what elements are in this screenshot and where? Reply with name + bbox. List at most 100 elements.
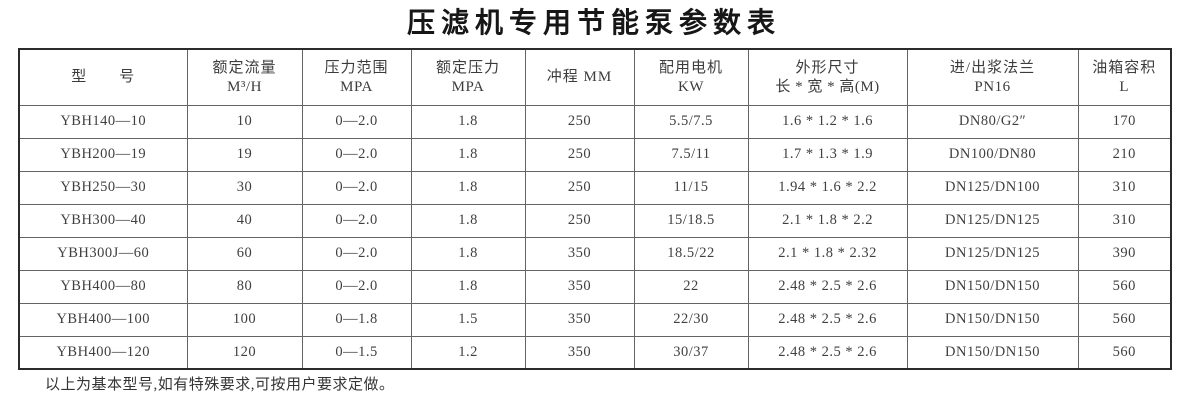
table-row: YBH250—30 30 0—2.0 1.8 250 11/15 1.94 * … — [18, 170, 1172, 205]
cell-flange: DN125/DN125 — [906, 236, 1079, 271]
cell-dimensions: 1.94 * 1.6 * 2.2 — [747, 170, 908, 205]
cell-rated-pressure: 1.8 — [410, 236, 526, 271]
cell-stroke: 250 — [524, 203, 635, 238]
cell-rated-flow: 80 — [186, 269, 303, 304]
cell-tank-volume: 560 — [1077, 269, 1172, 304]
cell-flange: DN150/DN150 — [906, 302, 1079, 337]
table-row: YBH200—19 19 0—2.0 1.8 250 7.5/11 1.7 * … — [18, 137, 1172, 172]
cell-model: YBH400—100 — [18, 302, 188, 337]
column-header-stroke: 冲程 MM — [524, 48, 635, 106]
cell-rated-pressure: 1.8 — [410, 170, 526, 205]
table-row: YBH400—120 120 0—1.5 1.2 350 30/37 2.48 … — [18, 335, 1172, 370]
cell-stroke: 350 — [524, 302, 635, 337]
header-line1: 压力范围 — [324, 59, 389, 76]
header-line1: 配用电机 — [658, 59, 723, 76]
cell-motor: 11/15 — [633, 170, 749, 205]
cell-motor: 5.5/7.5 — [633, 104, 749, 139]
page-title: 压滤机专用节能泵参数表 — [406, 7, 781, 38]
header-line1: 额定流量 — [212, 59, 277, 76]
header-line2: KW — [678, 78, 704, 95]
cell-stroke: 350 — [524, 236, 635, 271]
cell-model: YBH250—30 — [18, 170, 188, 205]
cell-rated-pressure: 1.8 — [410, 203, 526, 238]
header-line1: 型 号 — [71, 69, 136, 86]
cell-tank-volume: 310 — [1077, 170, 1172, 205]
cell-rated-flow: 10 — [186, 104, 303, 139]
cell-tank-volume: 560 — [1077, 335, 1172, 370]
cell-pressure-range: 0—2.0 — [301, 269, 412, 304]
cell-stroke: 250 — [524, 137, 635, 172]
table-header-row: 型 号 额定流量 M³/H 压力范围 MPA 额定压力 MPA 冲程 MM — [18, 48, 1172, 106]
column-header-dimensions: 外形尺寸 长 * 宽 * 高(M) — [747, 48, 908, 106]
header-line1: 进/出浆法兰 — [949, 59, 1036, 76]
table-row: YBH400—100 100 0—1.8 1.5 350 22/30 2.48 … — [18, 302, 1172, 337]
cell-pressure-range: 0—2.0 — [301, 137, 412, 172]
cell-model: YBH140—10 — [18, 104, 188, 139]
cell-tank-volume: 560 — [1077, 302, 1172, 337]
cell-model: YBH400—80 — [18, 269, 188, 304]
cell-rated-flow: 60 — [186, 236, 303, 271]
column-header-flange: 进/出浆法兰 PN16 — [906, 48, 1079, 106]
cell-motor: 15/18.5 — [633, 203, 749, 238]
cell-stroke: 250 — [524, 104, 635, 139]
cell-model: YBH400—120 — [18, 335, 188, 370]
cell-dimensions: 1.6 * 1.2 * 1.6 — [747, 104, 908, 139]
parameters-table: 型 号 额定流量 M³/H 压力范围 MPA 额定压力 MPA 冲程 MM — [18, 48, 1172, 370]
cell-pressure-range: 0—2.0 — [301, 236, 412, 271]
column-header-tank-volume: 油箱容积 L — [1077, 48, 1172, 106]
cell-rated-pressure: 1.2 — [410, 335, 526, 370]
column-header-rated-pressure: 额定压力 MPA — [410, 48, 526, 106]
table-row: YBH300—40 40 0—2.0 1.8 250 15/18.5 2.1 *… — [18, 203, 1172, 238]
cell-pressure-range: 0—2.0 — [301, 170, 412, 205]
table-row: YBH400—80 80 0—2.0 1.8 350 22 2.48 * 2.5… — [18, 269, 1172, 304]
cell-rated-flow: 30 — [186, 170, 303, 205]
header-line2: PN16 — [974, 78, 1011, 95]
cell-flange: DN125/DN125 — [906, 203, 1079, 238]
header-line1: 冲程 MM — [546, 69, 613, 86]
column-header-rated-flow: 额定流量 M³/H — [186, 48, 303, 106]
table-row: YBH300J—60 60 0—2.0 1.8 350 18.5/22 2.1 … — [18, 236, 1172, 271]
cell-tank-volume: 170 — [1077, 104, 1172, 139]
cell-tank-volume: 390 — [1077, 236, 1172, 271]
cell-model: YBH300—40 — [18, 203, 188, 238]
cell-rated-pressure: 1.5 — [410, 302, 526, 337]
column-header-motor: 配用电机 KW — [633, 48, 749, 106]
cell-flange: DN100/DN80 — [906, 137, 1079, 172]
cell-pressure-range: 0—1.8 — [301, 302, 412, 337]
cell-dimensions: 1.7 * 1.3 * 1.9 — [747, 137, 908, 172]
header-line2: MPA — [340, 78, 373, 95]
cell-dimensions: 2.1 * 1.8 * 2.2 — [747, 203, 908, 238]
cell-motor: 22/30 — [633, 302, 749, 337]
cell-stroke: 250 — [524, 170, 635, 205]
cell-rated-flow: 100 — [186, 302, 303, 337]
cell-pressure-range: 0—1.5 — [301, 335, 412, 370]
header-line2: 长 * 宽 * 高(M) — [775, 78, 880, 95]
cell-dimensions: 2.48 * 2.5 * 2.6 — [747, 269, 908, 304]
table-row: YBH140—10 10 0—2.0 1.8 250 5.5/7.5 1.6 *… — [18, 104, 1172, 139]
header-line1: 外形尺寸 — [795, 59, 860, 76]
cell-stroke: 350 — [524, 335, 635, 370]
cell-rated-flow: 120 — [186, 335, 303, 370]
cell-dimensions: 2.1 * 1.8 * 2.32 — [747, 236, 908, 271]
header-line1: 额定压力 — [435, 59, 500, 76]
cell-rated-flow: 19 — [186, 137, 303, 172]
cell-dimensions: 2.48 * 2.5 * 2.6 — [747, 302, 908, 337]
header-line2: L — [1119, 78, 1130, 95]
cell-motor: 22 — [633, 269, 749, 304]
cell-rated-flow: 40 — [186, 203, 303, 238]
cell-flange: DN150/DN150 — [906, 269, 1079, 304]
cell-model: YBH300J—60 — [18, 236, 188, 271]
cell-rated-pressure: 1.8 — [410, 104, 526, 139]
cell-rated-pressure: 1.8 — [410, 137, 526, 172]
header-line2: MPA — [451, 78, 485, 95]
cell-stroke: 350 — [524, 269, 635, 304]
cell-model: YBH200—19 — [18, 137, 188, 172]
cell-tank-volume: 210 — [1077, 137, 1172, 172]
header-line2: M³/H — [227, 78, 262, 95]
cell-flange: DN150/DN150 — [906, 335, 1079, 370]
cell-dimensions: 2.48 * 2.5 * 2.6 — [747, 335, 908, 370]
cell-rated-pressure: 1.8 — [410, 269, 526, 304]
footnote: 以上为基本型号,如有特殊要求,可按用户要求定做。 — [45, 377, 395, 393]
cell-motor: 30/37 — [633, 335, 749, 370]
